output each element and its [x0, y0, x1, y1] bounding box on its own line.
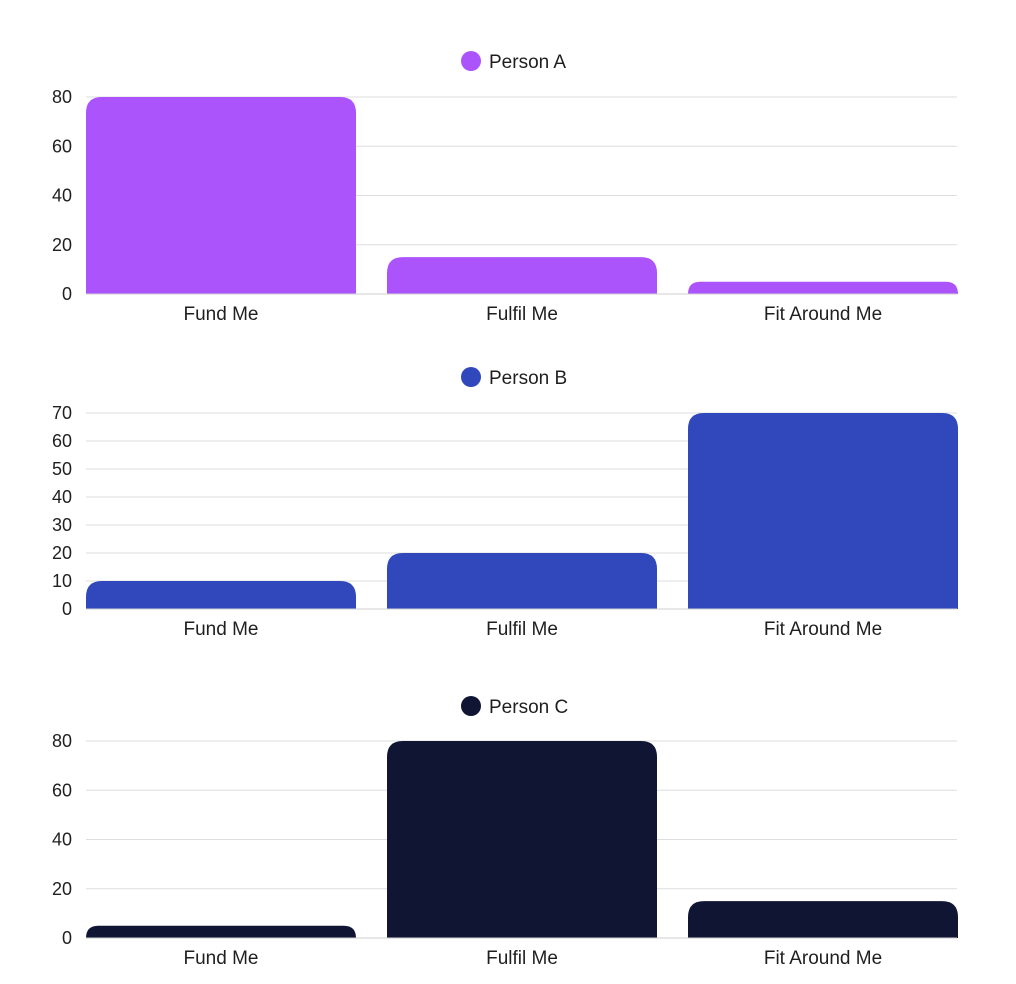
y-tick-label: 40 [52, 487, 72, 507]
bar-fit-around-me [688, 901, 958, 938]
x-category-label: Fund Me [184, 619, 259, 640]
y-tick-label: 60 [52, 431, 72, 451]
y-tick-label: 60 [52, 136, 72, 156]
bar-fit-around-me [688, 281, 958, 294]
y-tick-label: 0 [62, 284, 72, 304]
x-category-label: Fulfil Me [486, 948, 558, 969]
y-tick-label: 50 [52, 459, 72, 479]
bar-fund-me [86, 581, 356, 609]
bar-fulfil-me [387, 257, 657, 294]
y-tick-label: 10 [52, 571, 72, 591]
legend: Person A [461, 51, 566, 73]
y-tick-label: 30 [52, 515, 72, 535]
bar-fulfil-me [387, 553, 657, 609]
x-category-label: Fund Me [184, 304, 259, 325]
y-tick-label: 40 [52, 186, 72, 206]
y-tick-label: 20 [52, 235, 72, 255]
legend-label: Person B [489, 368, 567, 389]
legend-marker [461, 696, 481, 716]
y-tick-label: 80 [52, 731, 72, 751]
chart-panel-1: Person A 0 20 40 60 80 Fund Me Fulfil Me Fit Aro… [52, 51, 958, 325]
bar-fund-me [86, 97, 356, 294]
chart-panel-2: Person B 0 10 20 30 40 50 60 70 Fund Me Fulfil Me F… [52, 367, 958, 640]
x-category-label: Fit Around Me [764, 304, 882, 325]
legend-label: Person A [489, 52, 566, 73]
legend: Person C [461, 696, 568, 718]
legend: Person B [461, 367, 567, 389]
x-category-label: Fit Around Me [764, 948, 882, 969]
x-category-label: Fulfil Me [486, 619, 558, 640]
x-category-label: Fit Around Me [764, 619, 882, 640]
legend-marker [461, 51, 481, 71]
chart-panel-3: Person C 0 20 40 60 80 Fund Me Fulfil Me Fit Aro… [52, 696, 958, 969]
y-tick-label: 20 [52, 879, 72, 899]
bar-fulfil-me [387, 741, 657, 938]
legend-label: Person C [489, 697, 568, 718]
bar-fit-around-me [688, 413, 958, 609]
y-tick-label: 40 [52, 830, 72, 850]
y-tick-label: 80 [52, 87, 72, 107]
y-tick-label: 70 [52, 403, 72, 423]
y-tick-label: 60 [52, 780, 72, 800]
legend-marker [461, 367, 481, 387]
y-tick-label: 0 [62, 599, 72, 619]
x-category-label: Fulfil Me [486, 304, 558, 325]
bar-fund-me [86, 925, 356, 938]
y-tick-label: 20 [52, 543, 72, 563]
x-category-label: Fund Me [184, 948, 259, 969]
y-tick-label: 0 [62, 928, 72, 948]
